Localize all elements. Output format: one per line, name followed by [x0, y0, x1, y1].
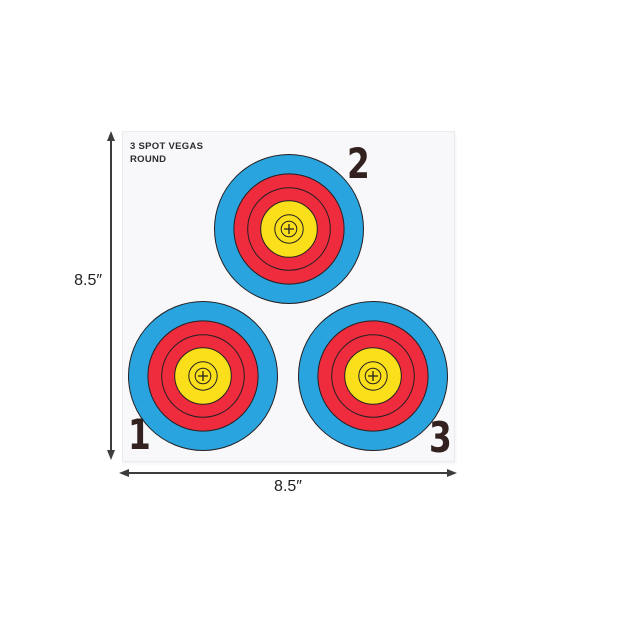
width-dimension-label: 8.5″: [274, 478, 302, 495]
target-ring-ten-ring: [358, 361, 388, 391]
target-spot-bottom-left: [128, 301, 278, 451]
width-dimension-line: [124, 472, 454, 474]
target-face-icon: [298, 301, 448, 451]
center-cross-icon: [368, 371, 378, 381]
target-spot-top: [214, 154, 364, 304]
target-spot-bottom-right: [298, 301, 448, 451]
paper-title-line1: 3 SPOT VEGAS: [130, 141, 204, 152]
target-ring-x-ring: [194, 367, 212, 385]
target-ring-x-ring: [364, 367, 382, 385]
center-cross-icon: [198, 371, 208, 381]
target-ring-x-ring: [280, 220, 298, 238]
spot-number-3: 3: [429, 413, 452, 462]
arrow-right-icon: [447, 469, 457, 477]
target-ring-ten-ring: [274, 214, 304, 244]
target-paper: 3 SPOT VEGAS ROUND 2 1 3: [122, 131, 455, 462]
height-dimension-line: [110, 136, 112, 455]
target-ring-red-divider: [161, 334, 245, 418]
target-ring-ten-ring: [188, 361, 218, 391]
paper-title: 3 SPOT VEGAS ROUND: [130, 141, 203, 166]
target-ring-red-divider: [331, 334, 415, 418]
paper-title-line2: ROUND: [130, 153, 167, 165]
spot-number-1: 1: [128, 410, 151, 459]
target-face-icon: [128, 301, 278, 451]
spot-number-2: 2: [347, 139, 370, 188]
arrow-left-icon: [119, 469, 129, 477]
target-face-icon: [214, 154, 364, 304]
arrow-down-icon: [107, 450, 115, 460]
arrow-up-icon: [107, 131, 115, 141]
height-dimension-label: 8.5″: [74, 272, 102, 289]
center-cross-icon: [284, 224, 294, 234]
target-ring-red-divider: [247, 187, 331, 271]
